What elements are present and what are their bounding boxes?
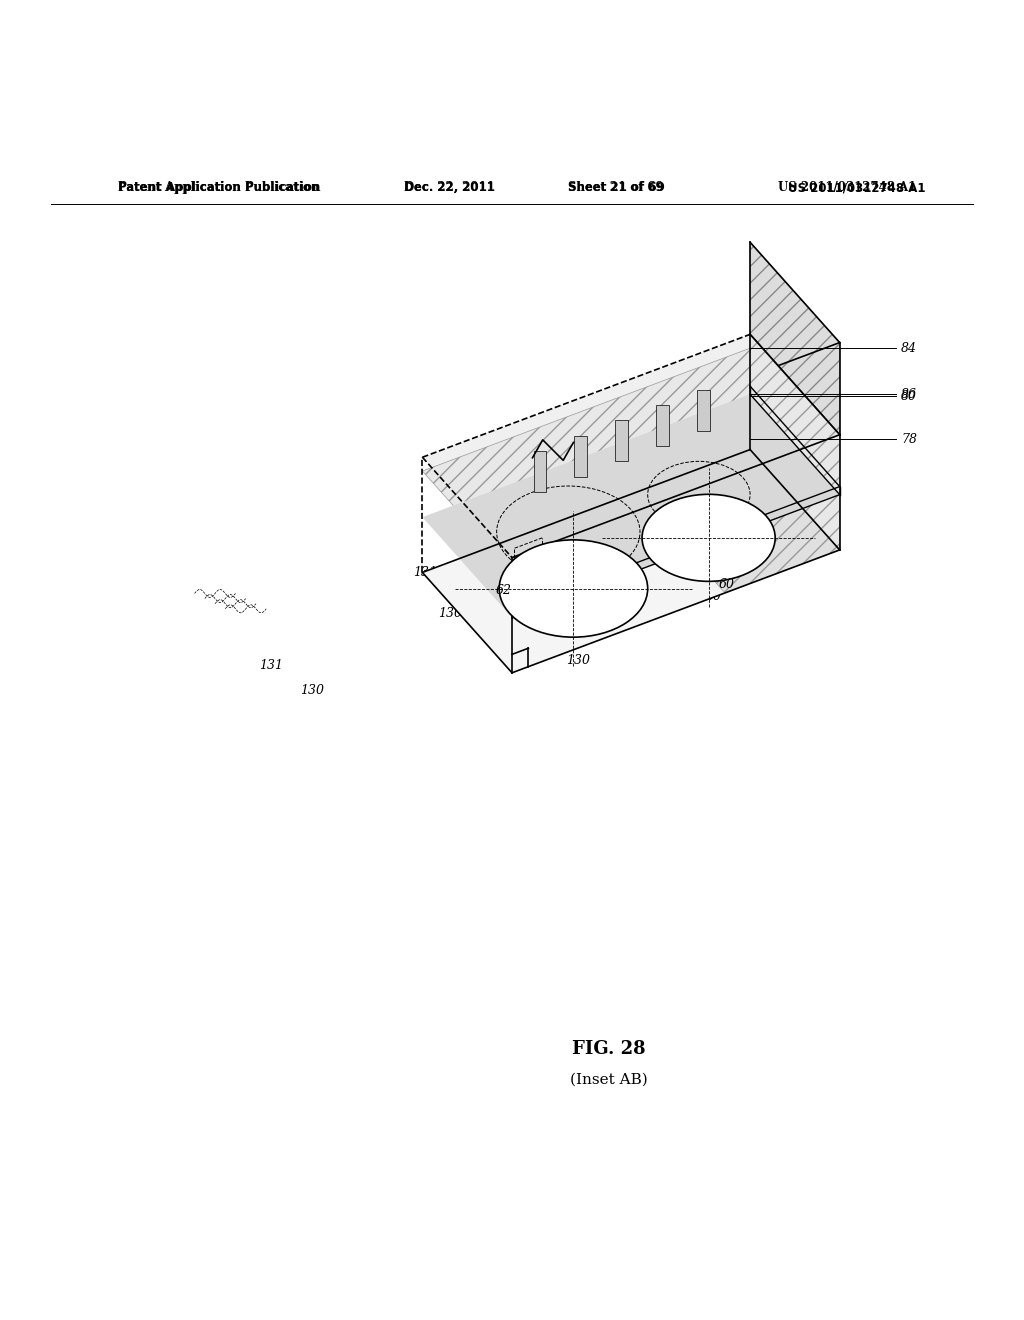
- Ellipse shape: [642, 494, 775, 581]
- Text: US 2011/0312748 A1: US 2011/0312748 A1: [788, 181, 926, 194]
- Text: 72: 72: [645, 516, 660, 529]
- Text: Patent Application Publication: Patent Application Publication: [118, 181, 319, 194]
- Text: FIG. 28: FIG. 28: [572, 1040, 646, 1059]
- Text: US 2011/0312748 A1: US 2011/0312748 A1: [778, 181, 916, 194]
- Polygon shape: [422, 348, 840, 572]
- Text: 130: 130: [300, 684, 325, 697]
- Polygon shape: [512, 343, 840, 557]
- Text: 60: 60: [719, 578, 735, 591]
- Polygon shape: [750, 242, 840, 434]
- Text: 130: 130: [566, 653, 591, 667]
- Bar: [615, 421, 628, 462]
- Polygon shape: [750, 242, 840, 434]
- Bar: [534, 451, 546, 492]
- Ellipse shape: [499, 540, 647, 638]
- Text: 106: 106: [507, 566, 530, 578]
- Bar: [574, 436, 587, 477]
- Text: 84: 84: [901, 342, 918, 355]
- Text: 78: 78: [901, 433, 918, 446]
- Bar: [656, 405, 669, 446]
- Polygon shape: [422, 334, 840, 557]
- Text: Dec. 22, 2011: Dec. 22, 2011: [404, 181, 496, 194]
- Text: 62: 62: [496, 589, 512, 602]
- Text: Sheet 21 of 69: Sheet 21 of 69: [568, 181, 666, 194]
- Polygon shape: [512, 434, 840, 673]
- Text: 130: 130: [438, 607, 463, 620]
- Polygon shape: [750, 334, 840, 550]
- Polygon shape: [635, 450, 840, 593]
- Polygon shape: [512, 343, 840, 557]
- Text: 60: 60: [706, 590, 722, 603]
- Text: ~84~: ~84~: [486, 480, 524, 494]
- Text: 62: 62: [496, 583, 512, 597]
- Text: Patent Application Publication: Patent Application Publication: [118, 181, 321, 194]
- Polygon shape: [422, 492, 725, 673]
- Text: 131: 131: [413, 566, 437, 579]
- Text: 131: 131: [259, 659, 284, 672]
- Text: 86: 86: [901, 388, 918, 401]
- Text: 94: 94: [519, 515, 536, 528]
- Text: 94: 94: [683, 494, 698, 507]
- Text: 100: 100: [463, 566, 487, 579]
- Text: 74: 74: [745, 508, 762, 521]
- Text: Sheet 21 of 69: Sheet 21 of 69: [568, 181, 664, 194]
- Text: 80: 80: [901, 389, 918, 403]
- Polygon shape: [422, 395, 840, 618]
- Bar: [697, 389, 710, 430]
- Text: (Inset AB): (Inset AB): [570, 1073, 648, 1086]
- Text: Dec. 22, 2011: Dec. 22, 2011: [404, 181, 496, 194]
